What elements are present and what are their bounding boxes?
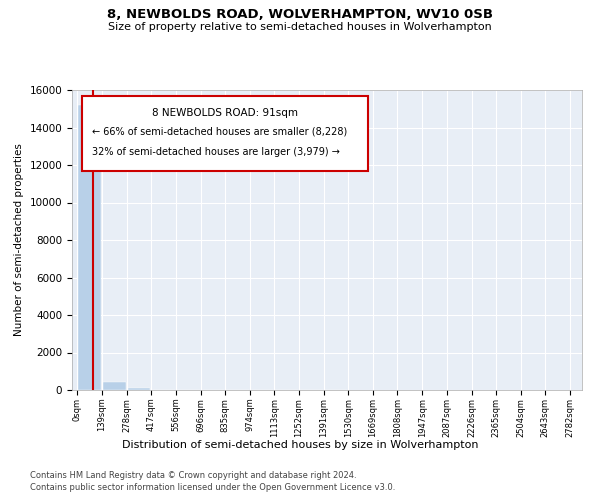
Text: Contains HM Land Registry data © Crown copyright and database right 2024.: Contains HM Land Registry data © Crown c… bbox=[30, 471, 356, 480]
Bar bbox=[78, 105, 101, 390]
Text: 8, NEWBOLDS ROAD, WOLVERHAMPTON, WV10 0SB: 8, NEWBOLDS ROAD, WOLVERHAMPTON, WV10 0S… bbox=[107, 8, 493, 20]
Text: Contains public sector information licensed under the Open Government Licence v3: Contains public sector information licen… bbox=[30, 484, 395, 492]
Text: 8 NEWBOLDS ROAD: 91sqm: 8 NEWBOLDS ROAD: 91sqm bbox=[152, 108, 298, 118]
Bar bbox=[128, 388, 150, 390]
Y-axis label: Number of semi-detached properties: Number of semi-detached properties bbox=[14, 144, 24, 336]
Text: Distribution of semi-detached houses by size in Wolverhampton: Distribution of semi-detached houses by … bbox=[122, 440, 478, 450]
Text: Size of property relative to semi-detached houses in Wolverhampton: Size of property relative to semi-detach… bbox=[108, 22, 492, 32]
Bar bbox=[103, 382, 125, 390]
Text: 32% of semi-detached houses are larger (3,979) →: 32% of semi-detached houses are larger (… bbox=[92, 147, 340, 157]
Text: ← 66% of semi-detached houses are smaller (8,228): ← 66% of semi-detached houses are smalle… bbox=[92, 126, 347, 136]
FancyBboxPatch shape bbox=[82, 96, 368, 171]
